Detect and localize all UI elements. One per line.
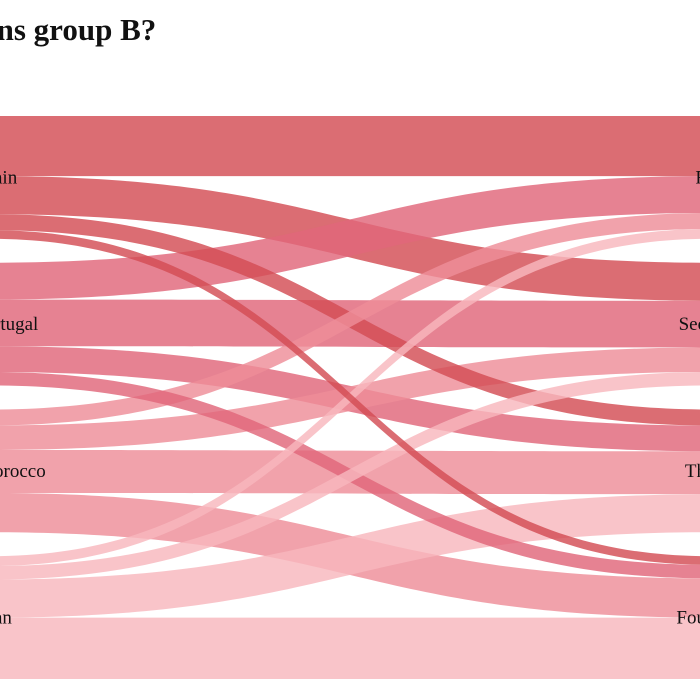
- target-label-t3: Th: [685, 461, 700, 482]
- flow-s1-t1: [0, 115, 700, 177]
- source-label-s2: rtugal: [0, 314, 38, 335]
- flow-s4-t4: [0, 617, 700, 680]
- source-label-s3: orocco: [0, 461, 46, 482]
- flow-s4-t2: [0, 372, 700, 580]
- flow-s1-t4: [0, 230, 700, 565]
- source-label-s1: ain: [0, 167, 18, 188]
- flows-group: [0, 115, 700, 680]
- target-label-t2: Sec: [679, 314, 700, 335]
- chart-title: ins group B?: [0, 12, 157, 47]
- target-label-t1: F: [695, 167, 700, 188]
- flow-s3-t1: [0, 213, 700, 426]
- source-label-s4: an: [0, 608, 12, 629]
- target-label-t4: Fou: [676, 608, 700, 629]
